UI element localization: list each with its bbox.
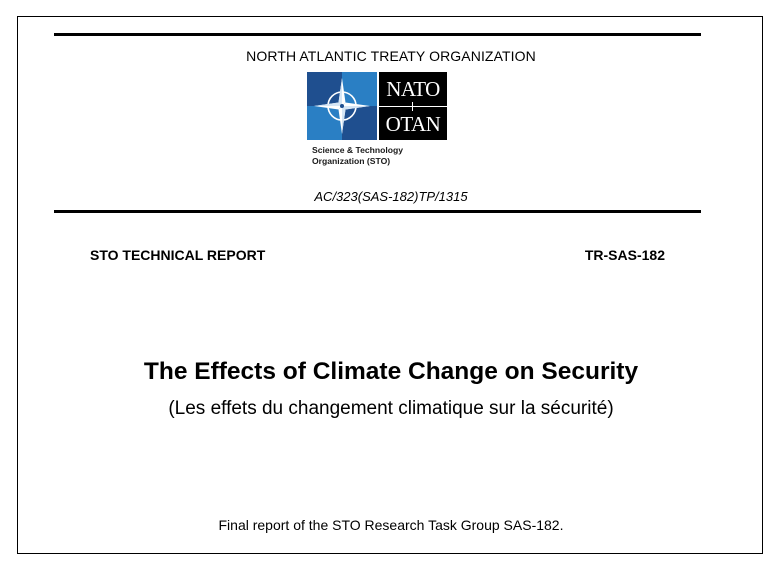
document-code: AC/323(SAS-182)TP/1315 [314, 189, 468, 204]
logo-top: NATO OTAN [307, 72, 447, 140]
nato-sto-logo: NATO OTAN Science & Technology Organizat… [307, 72, 447, 170]
wordmark-cross [412, 102, 413, 111]
report-subtitle-french: (Les effets du changement climatique sur… [168, 398, 614, 419]
wordmark-divider [379, 106, 447, 107]
nato-compass-rose-icon [307, 72, 377, 140]
wordmark-nato: NATO [386, 77, 440, 101]
report-title: The Effects of Climate Change on Securit… [143, 358, 639, 385]
nato-otan-wordmark: NATO OTAN [379, 72, 447, 140]
report-number: TR-SAS-182 [584, 247, 665, 263]
report-type-label: STO TECHNICAL REPORT [90, 247, 266, 263]
wordmark-otan: OTAN [385, 112, 441, 136]
logo-subtitle-line2: Organization (STO) [312, 156, 391, 166]
logo-subtitle-line1: Science & Technology [312, 145, 404, 155]
final-report-note: Final report of the STO Research Task Gr… [218, 517, 564, 533]
bottom-rule [54, 210, 701, 213]
top-rule [54, 33, 701, 36]
organization-name: NORTH ATLANTIC TREATY ORGANIZATION [246, 48, 536, 64]
